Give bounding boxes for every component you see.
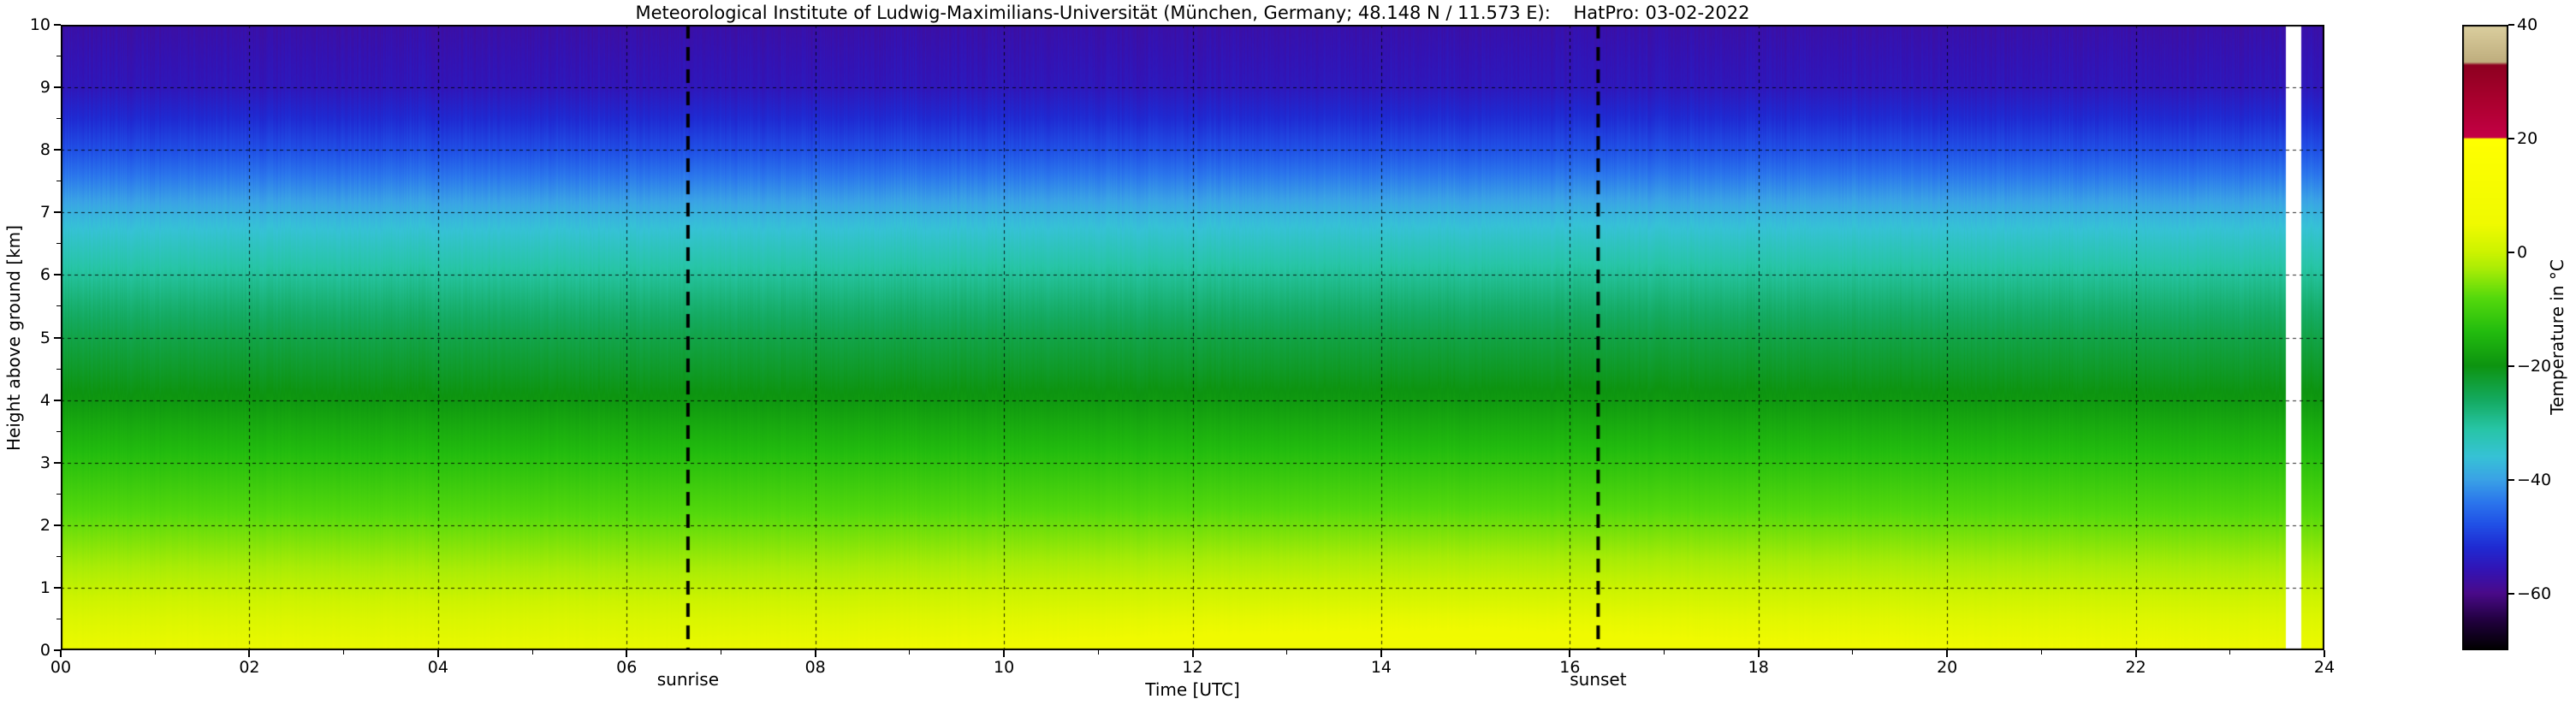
x-minor-tick-mark (1852, 650, 1854, 655)
colorbar-canvas (2462, 25, 2508, 650)
y-tick-label: 7 (39, 203, 50, 222)
x-tick-label: 22 (2125, 658, 2146, 677)
y-minor-tick-mark (56, 305, 61, 307)
heatmap-canvas (61, 25, 2324, 650)
x-tick-mark (2324, 650, 2325, 657)
x-tick-label: 20 (1937, 658, 1958, 677)
x-tick-label: 00 (50, 658, 72, 677)
y-tick-label: 0 (39, 641, 50, 660)
x-tick-mark (248, 650, 251, 657)
x-tick-label: 08 (804, 658, 826, 677)
y-tick-label: 3 (39, 453, 50, 472)
colorbar-tick-label: −60 (2517, 584, 2552, 603)
x-tick-mark (1003, 650, 1006, 657)
x-tick-mark (1757, 650, 1760, 657)
x-tick-label: 16 (1559, 658, 1581, 677)
y-tick-mark (54, 274, 61, 276)
colorbar-tick-label: −20 (2517, 356, 2552, 376)
chart-title: Meteorological Institute of Ludwig-Maxim… (635, 3, 1750, 23)
x-tick-label: 10 (993, 658, 1015, 677)
y-tick-mark (54, 336, 61, 339)
y-minor-tick-mark (56, 243, 61, 245)
y-minor-tick-mark (56, 118, 61, 120)
x-tick-label: 14 (1370, 658, 1392, 677)
y-tick-label: 4 (39, 390, 50, 410)
x-tick-label: 24 (2313, 658, 2336, 677)
colorbar-tick-label: 20 (2517, 128, 2538, 148)
y-tick-mark (54, 586, 61, 589)
colorbar-tick-mark (2508, 364, 2514, 367)
y-tick-mark (54, 86, 61, 89)
x-minor-tick-mark (909, 650, 911, 655)
y-tick-label: 1 (39, 578, 50, 597)
y-tick-mark (54, 24, 61, 26)
x-minor-tick-mark (1475, 650, 1476, 655)
colorbar-tick-label: 0 (2517, 242, 2528, 262)
sunrise-label: sunrise (656, 669, 720, 690)
x-tick-label: 06 (616, 658, 638, 677)
x-minor-tick-mark (531, 650, 533, 655)
y-tick-mark (54, 399, 61, 401)
colorbar-label: Temperature in °C (2547, 259, 2567, 415)
y-minor-tick-mark (56, 493, 61, 495)
y-tick-label: 2 (39, 515, 50, 535)
y-tick-mark (54, 211, 61, 214)
colorbar-tick-mark (2508, 478, 2514, 481)
y-minor-tick-mark (56, 368, 61, 370)
y-tick-label: 6 (39, 265, 50, 285)
y-tick-mark (54, 524, 61, 526)
x-minor-tick-mark (1664, 650, 1665, 655)
sunset-label: sunset (1570, 669, 1627, 690)
y-tick-mark (54, 149, 61, 151)
x-tick-mark (2134, 650, 2137, 657)
x-tick-mark (1380, 650, 1382, 657)
x-tick-mark (626, 650, 628, 657)
colorbar-tick-mark (2508, 251, 2514, 253)
x-tick-mark (60, 650, 62, 657)
colorbar-tick-mark (2508, 24, 2514, 26)
x-tick-mark (1946, 650, 1949, 657)
colorbar-tick-label: 40 (2517, 15, 2538, 34)
x-minor-tick-mark (2040, 650, 2042, 655)
y-tick-label: 5 (39, 328, 50, 347)
x-tick-label: 12 (1182, 658, 1203, 677)
colorbar-tick-mark (2508, 137, 2514, 139)
y-tick-mark (54, 649, 61, 651)
colorbar-tick-mark (2508, 592, 2514, 595)
y-tick-label: 9 (39, 78, 50, 98)
y-tick-label: 10 (29, 15, 50, 34)
x-tick-mark (1569, 650, 1571, 657)
colorbar-tick-label: −40 (2517, 470, 2552, 489)
x-minor-tick-mark (1286, 650, 1288, 655)
x-minor-tick-mark (343, 650, 345, 655)
y-tick-label: 8 (39, 140, 50, 160)
y-minor-tick-mark (56, 430, 61, 432)
x-tick-label: 04 (427, 658, 448, 677)
x-tick-mark (436, 650, 439, 657)
x-minor-tick-mark (154, 650, 156, 655)
y-tick-mark (54, 461, 61, 464)
x-minor-tick-mark (2229, 650, 2231, 655)
x-axis-label: Time [UTC] (1145, 679, 1240, 700)
x-tick-label: 02 (239, 658, 260, 677)
x-tick-mark (1191, 650, 1194, 657)
x-minor-tick-mark (1097, 650, 1099, 655)
y-minor-tick-mark (56, 555, 61, 557)
x-tick-mark (814, 650, 816, 657)
x-tick-label: 18 (1748, 658, 1769, 677)
